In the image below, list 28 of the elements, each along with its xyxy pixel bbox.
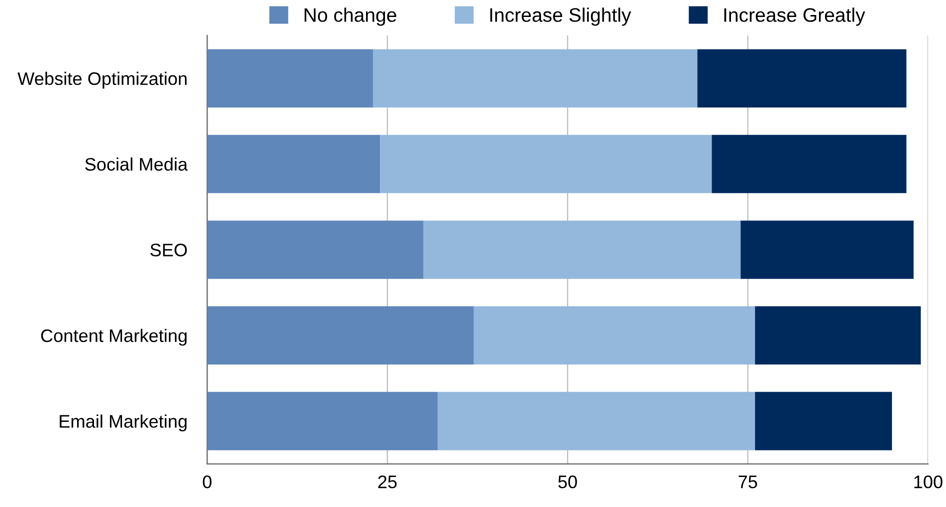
bar [474, 306, 756, 365]
y-tick-label: Content Marketing [41, 328, 187, 346]
y-tick-label: Email Marketing [60, 414, 187, 432]
x-tick-label: 100 [914, 475, 942, 488]
bar [372, 49, 698, 108]
legend-label: Increase Slightly [490, 8, 632, 26]
legend-label: Increase Greatly [724, 8, 866, 26]
x-tick-label: 50 [558, 475, 577, 488]
bar [207, 134, 380, 194]
bar [380, 134, 712, 194]
bar [697, 49, 906, 108]
bar [755, 306, 921, 365]
bar [207, 392, 438, 450]
x-tick-label: 75 [738, 476, 758, 488]
bar [207, 220, 424, 279]
bar [207, 49, 373, 108]
bar [712, 134, 906, 194]
bar [423, 220, 741, 279]
y-tick-label: SEO [150, 244, 187, 256]
bar [755, 392, 892, 450]
x-tick-label: 25 [378, 475, 397, 488]
y-tick-label: Social Media [85, 157, 188, 171]
bar [740, 220, 914, 279]
bar [438, 392, 756, 450]
y-tick-label: Website Optimization [18, 72, 187, 89]
bar [207, 306, 474, 365]
legend-label: No change [304, 8, 396, 26]
x-tick-label: 0 [202, 475, 212, 488]
